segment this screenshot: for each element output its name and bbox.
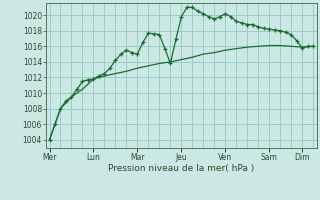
X-axis label: Pression niveau de la mer( hPa ): Pression niveau de la mer( hPa ) (108, 164, 254, 173)
